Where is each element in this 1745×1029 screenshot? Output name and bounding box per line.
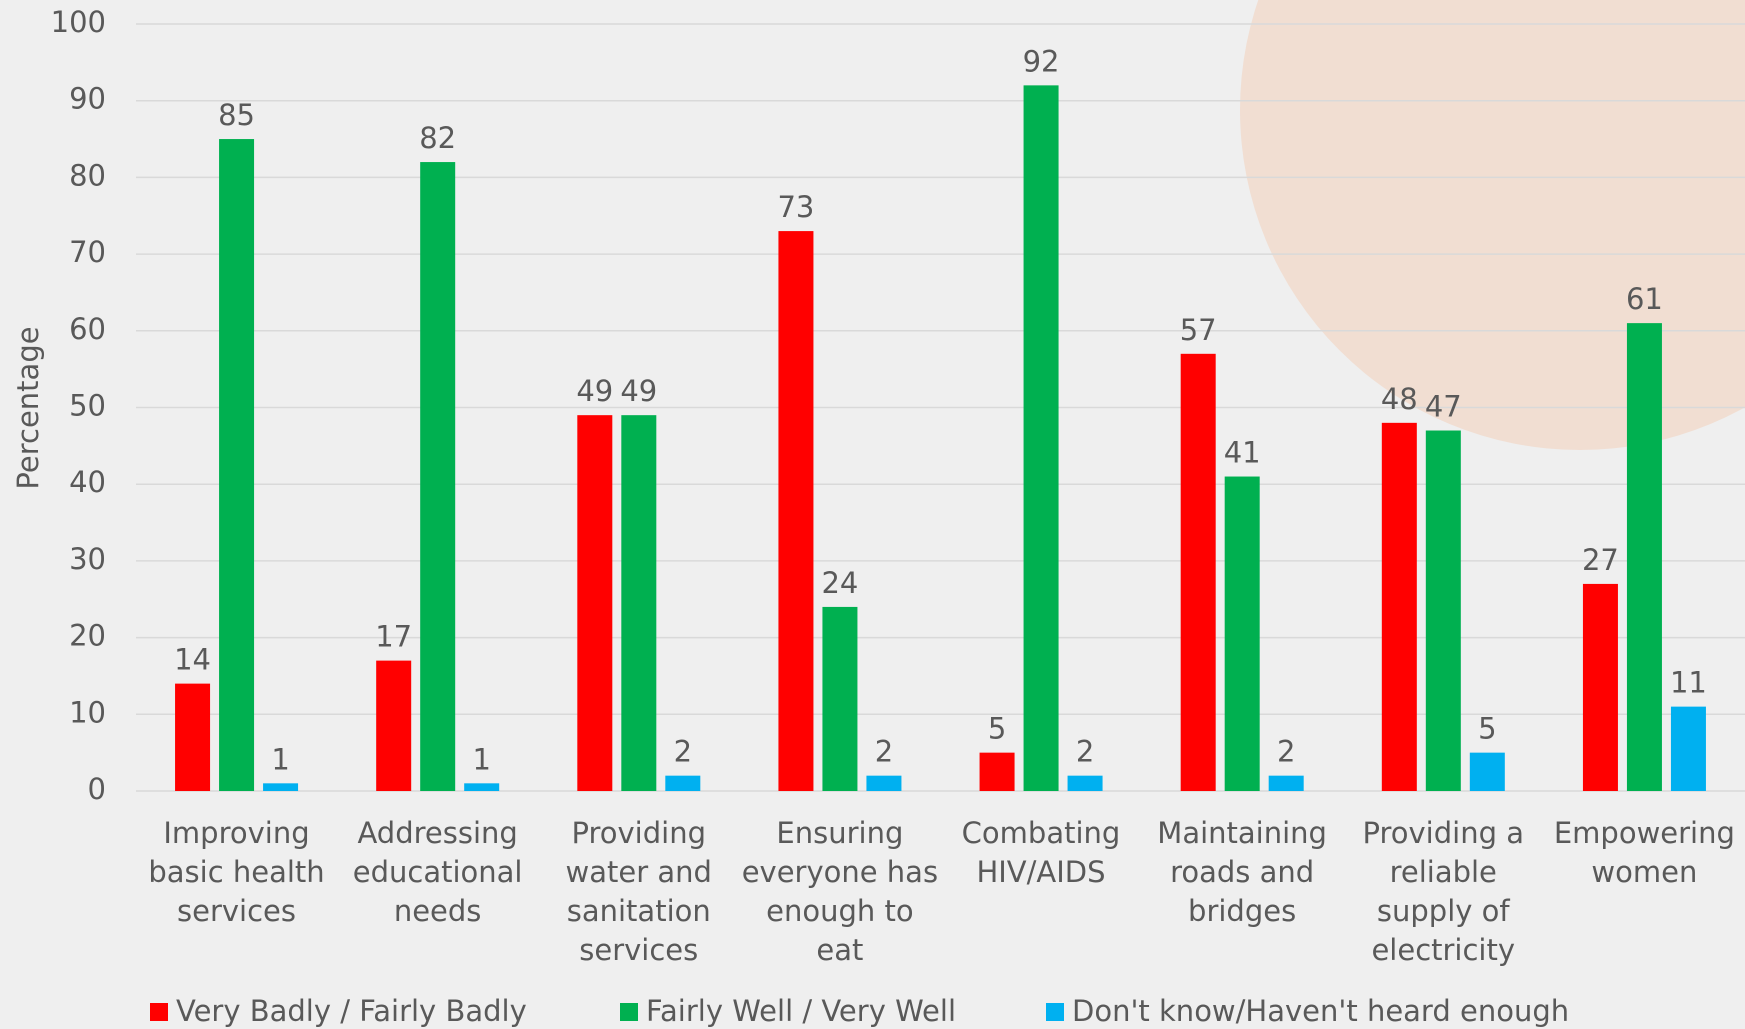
bar xyxy=(1224,476,1260,791)
bar xyxy=(1180,353,1216,791)
bar xyxy=(263,783,299,791)
x-tick-label: Empowering women xyxy=(1553,816,1735,889)
legend-marker xyxy=(1046,1003,1064,1021)
y-tick-label: 40 xyxy=(69,465,106,499)
data-label: 57 xyxy=(1180,313,1217,347)
data-label: 1 xyxy=(472,742,490,776)
x-tick-label: Providing a reliable supply of electrici… xyxy=(1362,816,1524,967)
data-label: 2 xyxy=(674,735,692,769)
y-axis-title: Percentage xyxy=(11,326,45,489)
y-tick-label: 0 xyxy=(88,772,106,806)
legend-marker xyxy=(150,1003,168,1021)
data-label: 92 xyxy=(1023,44,1060,78)
bar xyxy=(577,415,613,791)
x-tick-label: Providing water and sanitation services xyxy=(565,816,712,967)
bar xyxy=(979,752,1015,791)
x-tick-label: Maintaining roads and bridges xyxy=(1157,816,1327,928)
legend-marker xyxy=(620,1003,638,1021)
y-tick-label: 80 xyxy=(69,158,106,192)
y-tick-label: 60 xyxy=(69,312,106,346)
x-tick-label: Addressing educational needs xyxy=(352,816,523,928)
bar xyxy=(665,775,701,791)
bar xyxy=(866,775,902,791)
data-label: 1 xyxy=(271,742,289,776)
legend-label: Don't know/Haven't heard enough xyxy=(1072,994,1569,1028)
bar xyxy=(376,660,412,791)
data-label: 82 xyxy=(419,121,456,155)
bar xyxy=(778,231,814,792)
data-label: 2 xyxy=(1076,735,1094,769)
bar xyxy=(1626,323,1662,791)
y-tick-label: 20 xyxy=(69,619,106,653)
data-label: 49 xyxy=(576,374,613,408)
legend-label: Fairly Well / Very Well xyxy=(646,994,956,1028)
x-tick-label: Improving basic health services xyxy=(148,816,325,928)
bar xyxy=(621,415,657,791)
bar xyxy=(1381,422,1417,791)
bar xyxy=(822,606,858,791)
bar xyxy=(1469,752,1505,791)
y-tick-label: 10 xyxy=(69,695,106,729)
data-label: 85 xyxy=(218,98,255,132)
data-label: 5 xyxy=(1478,712,1496,746)
data-label: 2 xyxy=(1277,735,1295,769)
bar xyxy=(1670,706,1706,791)
background-decoration xyxy=(1240,0,1745,450)
bar xyxy=(175,683,211,791)
data-label: 2 xyxy=(875,735,893,769)
bar xyxy=(464,783,500,791)
bar xyxy=(219,139,255,792)
data-label: 47 xyxy=(1425,390,1462,424)
bar xyxy=(1582,583,1618,791)
y-tick-label: 50 xyxy=(69,389,106,423)
data-label: 73 xyxy=(777,190,814,224)
bar xyxy=(1425,430,1461,791)
y-tick-label: 70 xyxy=(69,235,106,269)
y-tick-label: 30 xyxy=(69,542,106,576)
data-label: 49 xyxy=(620,374,657,408)
bar xyxy=(1067,775,1103,791)
y-tick-label: 90 xyxy=(69,82,106,116)
data-label: 41 xyxy=(1224,436,1261,470)
legend-label: Very Badly / Fairly Badly xyxy=(176,994,527,1028)
x-tick-label: Ensuring everyone has enough to eat xyxy=(741,816,939,967)
y-tick-label: 100 xyxy=(51,5,106,39)
bar xyxy=(1023,85,1059,792)
data-label: 48 xyxy=(1381,382,1418,416)
data-label: 11 xyxy=(1670,666,1707,700)
bar xyxy=(1268,775,1304,791)
bar xyxy=(420,162,456,791)
data-label: 5 xyxy=(988,712,1006,746)
data-label: 17 xyxy=(375,620,412,654)
data-label: 27 xyxy=(1582,543,1619,577)
data-label: 61 xyxy=(1626,282,1663,316)
data-label: 24 xyxy=(821,566,858,600)
data-label: 14 xyxy=(174,643,211,677)
x-tick-label: Combating HIV/AIDS xyxy=(961,816,1121,889)
